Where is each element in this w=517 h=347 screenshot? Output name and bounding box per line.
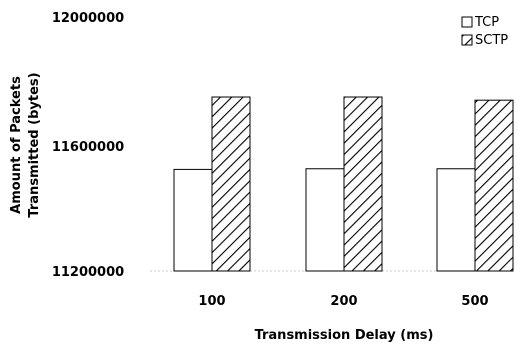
bar-sctp-200 — [343, 96, 383, 272]
bar-tcp-100 — [173, 168, 213, 272]
bar-sctp-100 — [211, 96, 251, 272]
legend-swatch-sctp — [461, 34, 473, 46]
legend-label-sctp: SCTP — [475, 33, 508, 48]
legend: TCP SCTP — [461, 15, 508, 48]
x-tick-label-500: 500 — [461, 294, 488, 309]
y-tick-label-11200000: 11200000 — [52, 265, 124, 280]
y-axis-title: Amount of Packets Transmitted (bytes) — [9, 72, 42, 217]
y-axis-title-line-2: Transmitted (bytes) — [27, 72, 42, 217]
legend-label-tcp: TCP — [474, 15, 499, 30]
y-tick-label-11600000: 11600000 — [52, 140, 124, 155]
legend-swatch-tcp — [461, 16, 473, 28]
bars — [173, 96, 514, 272]
y-tick-label-12000000: 12000000 — [52, 11, 124, 26]
bar-sctp-500 — [474, 99, 514, 272]
x-tick-label-100: 100 — [198, 294, 225, 309]
y-axis-title-line-1: Amount of Packets — [9, 76, 24, 214]
x-axis-title: Transmission Delay (ms) — [255, 328, 434, 343]
bar-tcp-500 — [436, 168, 476, 272]
x-tick-label-200: 200 — [330, 294, 357, 309]
bar-tcp-200 — [305, 168, 345, 272]
